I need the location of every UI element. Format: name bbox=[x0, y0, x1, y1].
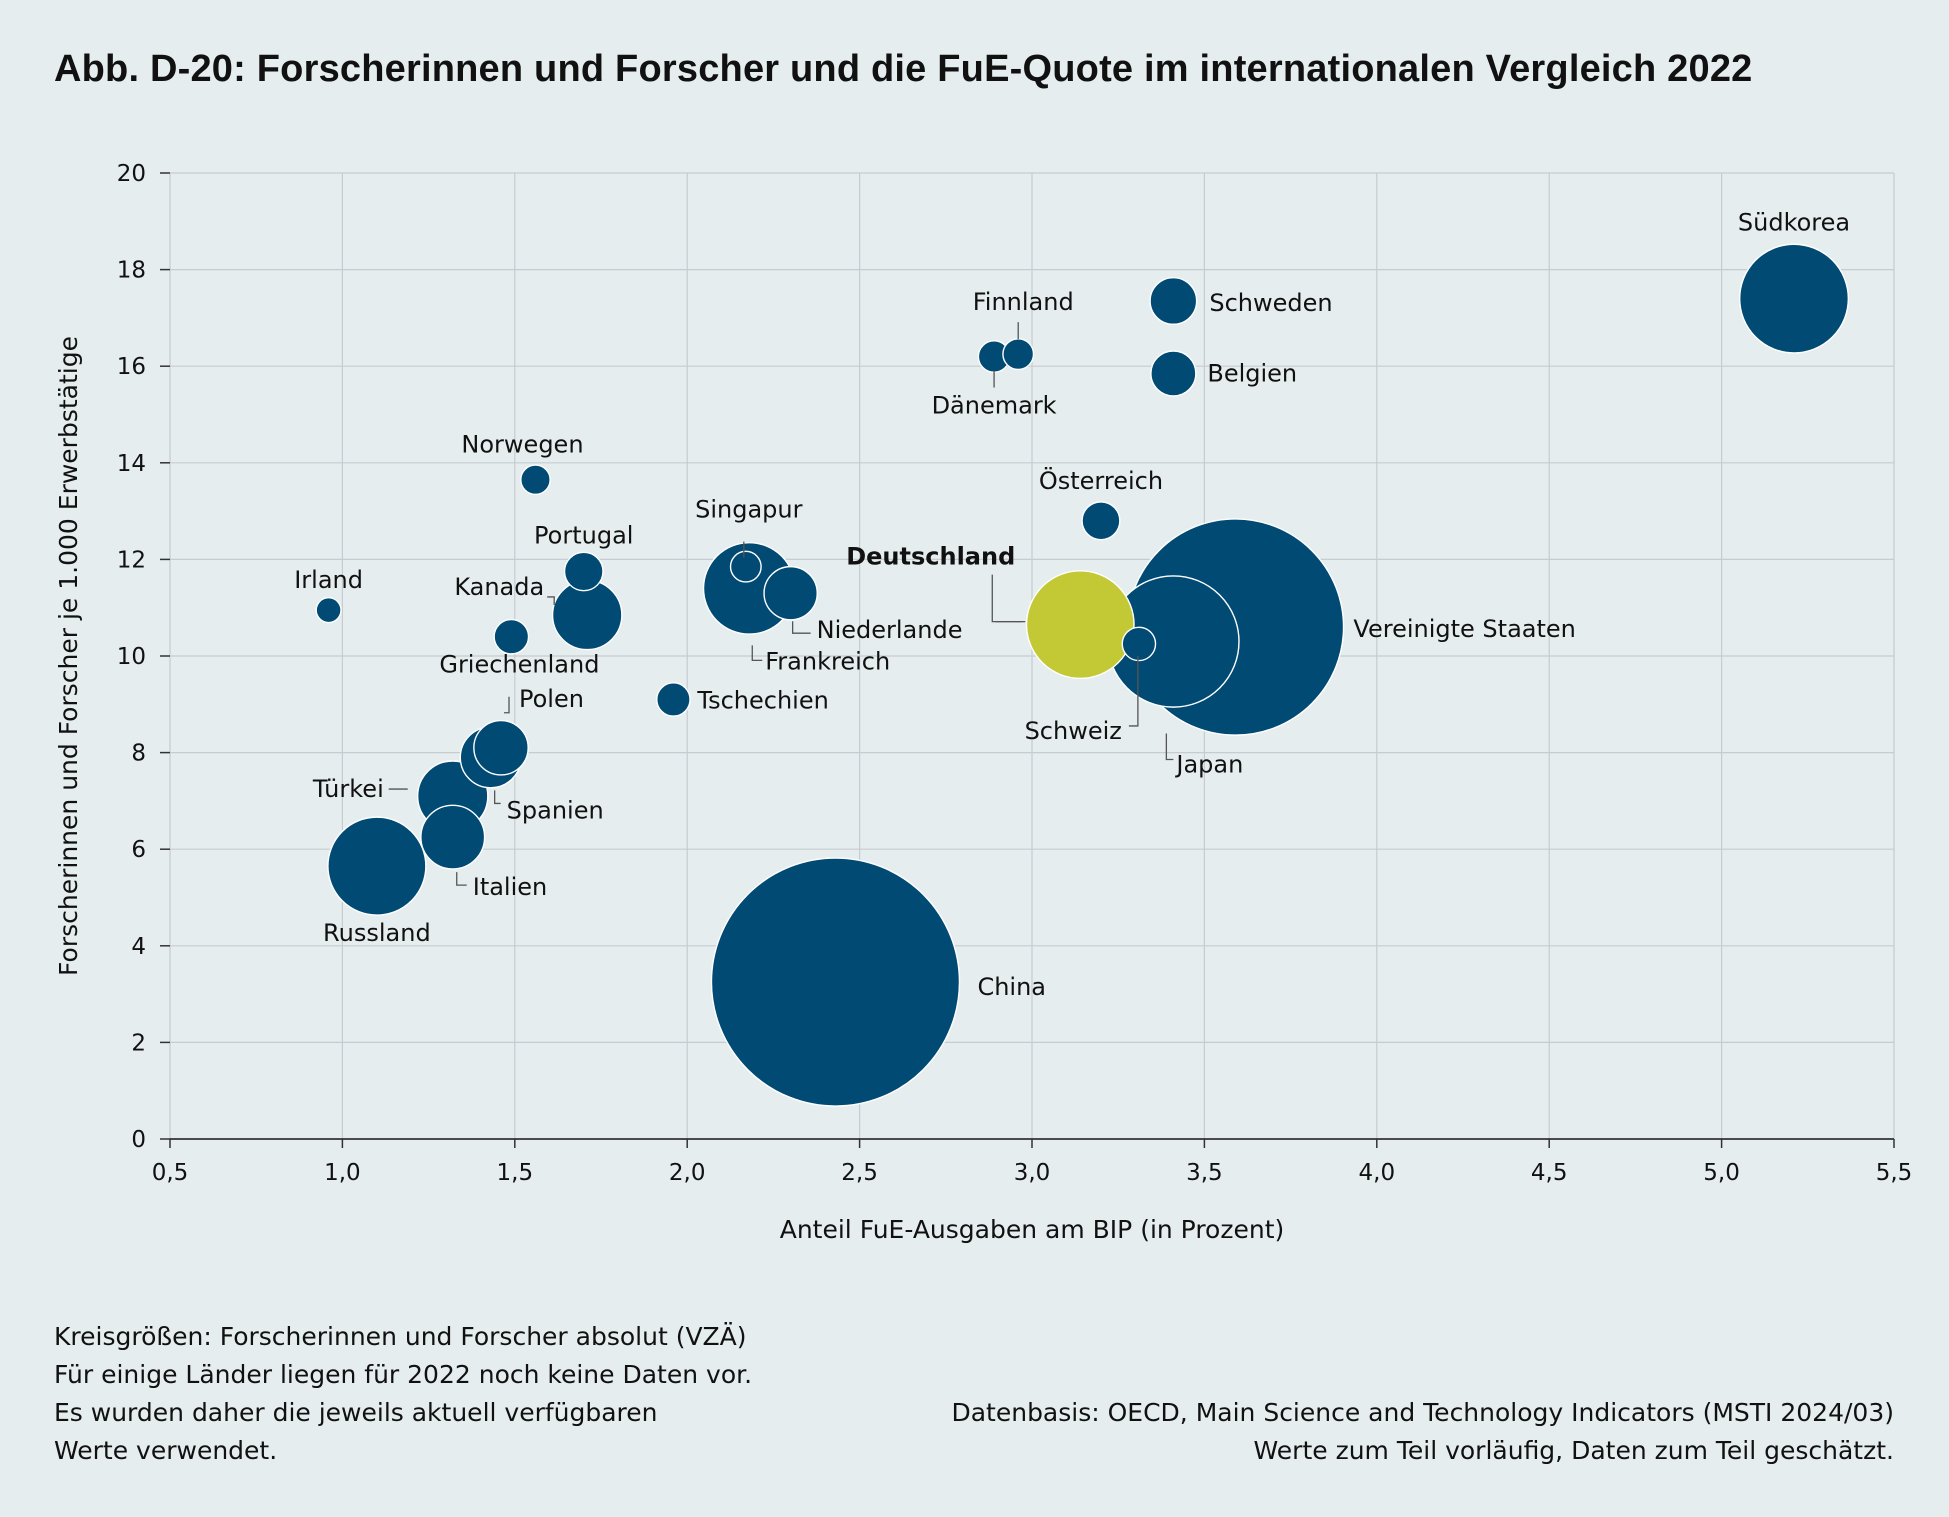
x-tick-label: 0,5 bbox=[152, 1160, 189, 1186]
label-polen: Polen bbox=[519, 685, 584, 713]
label-norwegen: Norwegen bbox=[461, 431, 583, 459]
bubble-schweiz bbox=[1121, 626, 1157, 662]
leader-line bbox=[1165, 733, 1174, 761]
bubble-tschechien bbox=[656, 682, 691, 717]
bubble-finnland bbox=[1002, 338, 1035, 371]
label-singapur: Singapur bbox=[695, 496, 803, 524]
x-tick-label: 1,0 bbox=[324, 1160, 361, 1186]
source-line: Werte zum Teil vorläufig, Daten zum Teil… bbox=[1253, 1436, 1894, 1465]
label-russland: Russland bbox=[323, 919, 431, 947]
leader-line bbox=[547, 596, 555, 605]
label-dänemark: Dänemark bbox=[932, 392, 1057, 420]
leader-line bbox=[791, 621, 811, 634]
footnote-line: Für einige Länder liegen für 2022 noch k… bbox=[54, 1360, 753, 1389]
label-belgien: Belgien bbox=[1207, 359, 1297, 387]
bubble-norwegen bbox=[520, 464, 551, 496]
x-axis-label: Anteil FuE-Ausgaben am BIP (in Prozent) bbox=[780, 1215, 1285, 1244]
x-tick-label: 1,5 bbox=[497, 1160, 534, 1186]
label-schweiz: Schweiz bbox=[1025, 717, 1122, 745]
bubble-polen bbox=[473, 719, 529, 776]
leader-lines bbox=[388, 322, 1174, 886]
label-südkorea: Südkorea bbox=[1738, 209, 1850, 237]
leader-line bbox=[456, 872, 467, 886]
bubble-deutschland bbox=[1025, 570, 1135, 680]
label-china: China bbox=[977, 973, 1046, 1001]
label-japan: Japan bbox=[1174, 751, 1243, 779]
bubble-portugal bbox=[563, 551, 604, 592]
footnote-line: Es wurden daher die jeweils aktuell verf… bbox=[54, 1398, 658, 1427]
bubble-labels: Vereinigte Staaten China Japan Deutschland S… bbox=[294, 209, 1850, 1001]
x-tick-label: 2,5 bbox=[841, 1160, 878, 1186]
leader-line bbox=[991, 574, 1023, 623]
label-spanien: Spanien bbox=[507, 796, 604, 824]
x-tick-label: 4,0 bbox=[1359, 1160, 1396, 1186]
leader-line bbox=[504, 696, 510, 714]
y-tick-label: 10 bbox=[117, 644, 146, 670]
y-tick-label: 6 bbox=[131, 837, 146, 863]
label-türkei: Türkei bbox=[312, 775, 384, 803]
footnote-right: Datenbasis: OECD, Main Science and Techn… bbox=[951, 1394, 1894, 1470]
bubble-griechenland bbox=[493, 618, 530, 655]
bubble-russland bbox=[327, 816, 427, 916]
axes: 0,5 1,0 1,5 2,0 2,5 3,0 3,5 4,0 4,5 5,0 5,5 0 2 4 6 8 10… bbox=[117, 161, 1913, 1186]
bubble-italien bbox=[420, 804, 486, 870]
footnote-line: Werte verwendet. bbox=[54, 1436, 278, 1465]
x-tick-label: 4,5 bbox=[1531, 1160, 1568, 1186]
y-tick-label: 12 bbox=[117, 547, 146, 573]
y-tick-label: 14 bbox=[117, 451, 146, 477]
y-tick-label: 4 bbox=[131, 934, 146, 960]
bubble-schweden bbox=[1149, 277, 1198, 325]
label-griechenland: Griechenland bbox=[439, 651, 599, 679]
bubble-singapur bbox=[729, 550, 762, 583]
label-deutschland: Deutschland bbox=[846, 543, 1015, 571]
bubble-südkorea bbox=[1738, 243, 1850, 354]
bubbles bbox=[315, 243, 1850, 1107]
bubble-niederlande bbox=[763, 565, 818, 621]
label-niederlande: Niederlande bbox=[817, 616, 963, 644]
label-schweden: Schweden bbox=[1209, 289, 1332, 317]
leader-line bbox=[1128, 655, 1139, 727]
label-frankreich: Frankreich bbox=[765, 647, 890, 675]
label-portugal: Portugal bbox=[534, 521, 633, 549]
bubble-österreich bbox=[1081, 501, 1121, 541]
leader-line bbox=[751, 645, 763, 662]
x-tick-label: 3,0 bbox=[1014, 1160, 1051, 1186]
footnote-left: Kreisgrößen: Forscherinnen und Forscher … bbox=[54, 1318, 752, 1470]
x-tick-label: 2,0 bbox=[669, 1160, 706, 1186]
grid-lines bbox=[169, 172, 1895, 1139]
label-österreich: Österreich bbox=[1039, 466, 1163, 495]
label-irland: Irland bbox=[294, 566, 363, 594]
label-finnland: Finnland bbox=[973, 288, 1074, 316]
bubble-irland bbox=[315, 597, 342, 624]
bubble-belgien bbox=[1150, 350, 1197, 397]
leader-line bbox=[494, 790, 501, 805]
y-tick-label: 20 bbox=[117, 161, 146, 187]
bubble-china bbox=[710, 857, 961, 1107]
x-tick-label: 3,5 bbox=[1186, 1160, 1223, 1186]
source-line: Datenbasis: OECD, Main Science and Techn… bbox=[951, 1398, 1894, 1427]
y-tick-label: 16 bbox=[117, 354, 146, 380]
y-axis-label: Forscherinnen und Forscher je 1.000 Erwe… bbox=[54, 336, 83, 976]
x-tick-label: 5,5 bbox=[1876, 1160, 1913, 1186]
label-kanada: Kanada bbox=[454, 573, 544, 601]
label-vereinigte-staaten: Vereinigte Staaten bbox=[1353, 615, 1575, 643]
label-tschechien: Tschechien bbox=[696, 686, 828, 714]
y-tick-label: 0 bbox=[131, 1127, 146, 1153]
label-italien: Italien bbox=[473, 873, 548, 901]
y-tick-label: 2 bbox=[131, 1030, 146, 1056]
y-tick-label: 8 bbox=[131, 741, 146, 767]
bubble-chart: 0,5 1,0 1,5 2,0 2,5 3,0 3,5 4,0 4,5 5,0 5,5 0 2 4 6 8 10… bbox=[54, 161, 1913, 1244]
y-tick-label: 18 bbox=[117, 258, 146, 284]
chart-title: Abb. D-20: Forscherinnen und Forscher un… bbox=[54, 48, 1753, 90]
x-tick-label: 5,0 bbox=[1703, 1160, 1740, 1186]
footnote-line: Kreisgrößen: Forscherinnen und Forscher … bbox=[54, 1322, 747, 1351]
